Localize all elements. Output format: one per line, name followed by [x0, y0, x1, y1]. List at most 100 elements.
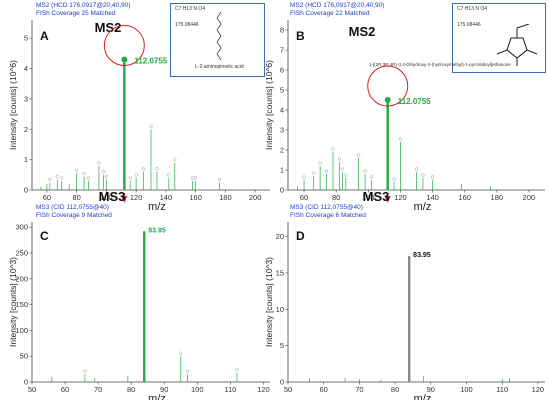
- panel-b-y-axis-label: Intensity [counts] (10^6): [264, 60, 274, 150]
- panel-b-fragment-icon: [392, 177, 396, 181]
- panel-a-fragment-icon: [173, 158, 177, 162]
- panel-a-x-tick-label: 140: [160, 193, 173, 202]
- panel-b-fragment-icon: [312, 171, 316, 175]
- panel-b-y-tick-label: 8: [280, 26, 284, 35]
- panel-d-x-axis-label: m/z: [414, 393, 432, 400]
- panel-d-x-tick-label: 70: [355, 385, 363, 394]
- panel-a-fragment-icon: [217, 177, 222, 182]
- panel-c-x-tick-label: 60: [61, 385, 69, 394]
- panel-b-fragment-icon: [344, 173, 348, 177]
- panel-b-x-tick-label: 160: [458, 193, 471, 202]
- panel-a-y-tick-label: 1: [24, 155, 28, 164]
- panel-c-y-tick-label: 50: [20, 352, 28, 361]
- panel-a-molecule-icon: [216, 11, 222, 61]
- panel-a-x-tick-label: 60: [43, 193, 51, 202]
- panel-b-y-tick-label: 3: [280, 126, 284, 135]
- panel-d-x-tick-label: 110: [496, 385, 508, 394]
- panel-b-arrow-head: [384, 196, 391, 203]
- panel-a-fragment-icon: [48, 177, 52, 182]
- panel-b-fragment-icon: [324, 169, 329, 173]
- panel-a-fragment-icon: [149, 124, 153, 128]
- panel-a-fragment-icon: [75, 168, 79, 172]
- panel-a-fragment-icon: [101, 170, 105, 174]
- panel-b-y-tick-label: 2: [280, 146, 284, 155]
- panel-c-y-tick-label: 150: [15, 300, 28, 309]
- panel-a-x-tick-label: 200: [249, 193, 262, 202]
- panel-b-fragment-icon: [341, 167, 345, 171]
- panel-d-x-tick-label: 60: [320, 385, 328, 394]
- panel-b-main-peak-marker: [384, 97, 391, 103]
- panel-c-header-1: MS3 (CID 112,0755@40): [36, 204, 109, 211]
- panel-c-header-2: FISh Coverage 9 Matched: [36, 212, 112, 219]
- panel-b-header-1: MS2 (HCD 176,0917@20,40,90): [290, 2, 385, 9]
- panel-a-fragment-icon: [134, 173, 138, 177]
- panel-a-y-axis-label: Intensity [counts] (10^6): [8, 60, 18, 150]
- panel-d-y-tick-label: 10: [276, 305, 284, 314]
- panel-b-y-tick-label: 6: [280, 66, 284, 75]
- panel-b-fragment-icon: [318, 161, 322, 165]
- panel-a-mass: 175.08446: [175, 22, 199, 28]
- panel-d-y-axis-label: Intensity [counts] (10^3): [264, 257, 274, 347]
- panel-a-structure-box: C7 H13 N O4 175.08446 L-2-aminopimelic a…: [170, 3, 265, 77]
- panel-b-fragment-icon: [369, 175, 374, 179]
- panel-a-y-tick-label: 2: [24, 125, 28, 134]
- panel-a-fragment-icon: [97, 161, 101, 165]
- panel-d-y-tick-label: 5: [280, 341, 284, 350]
- panel-a-header-1: MS2 (HCD 176,0917@20,40,90): [36, 2, 131, 9]
- panel-b-fragment-icon: [302, 175, 306, 179]
- panel-a-x-axis-label: m/z: [148, 201, 166, 213]
- panel-c-x-tick-label: 80: [127, 385, 135, 394]
- panel-a-y-tick-label: 5: [24, 34, 28, 43]
- panel-c-x-tick-label: 110: [224, 385, 236, 394]
- panel-c-y-tick-label: 250: [15, 248, 28, 257]
- panel-b-y-tick-label: 7: [280, 46, 284, 55]
- panel-c-x-tick-label: 50: [28, 385, 36, 394]
- panel-a-x-tick-label: 100: [100, 193, 113, 202]
- panel-b-y-tick-label: 0: [280, 186, 284, 195]
- panel-a-fragment-icon: [60, 176, 64, 180]
- panel-a-arrow-head: [121, 196, 128, 203]
- panel-a-y-tick-label: 3: [24, 94, 28, 103]
- panel-a-formula: C7 H13 N O4: [175, 6, 206, 12]
- panel-a-fragment-icon: [141, 167, 146, 171]
- panel-d-header-2: FISh Coverage 6 Matched: [290, 212, 366, 219]
- panel-c-y-tick-label: 0: [24, 378, 28, 387]
- panel-a-x-tick-label: 120: [130, 193, 143, 202]
- panel-b-x-tick-label: 140: [426, 193, 439, 202]
- panel-a-x-tick-label: 180: [219, 193, 232, 202]
- panel-b-compound: 1-[(2R,3R,4R)-3,4-Dihydroxy-2-(hydroxyme…: [369, 62, 511, 67]
- panel-b-fragment-icon: [363, 169, 367, 173]
- panel-a-x-tick-label: 160: [189, 193, 202, 202]
- panel-b-fragment-icon: [357, 153, 361, 157]
- panel-b-letter: B: [296, 29, 305, 43]
- panel-b-fragment-icon: [414, 167, 419, 171]
- panel-a-highlight-circle: [103, 24, 145, 66]
- panel-b-x-tick-label: 120: [394, 193, 407, 202]
- panel-c-ms-label: MS3: [99, 189, 126, 204]
- panel-d-y-tick-label: 20: [276, 232, 284, 241]
- panel-a-fragment-icon: [55, 174, 59, 178]
- panel-b-mass: 175.08446: [457, 22, 481, 28]
- panel-d-header-1: MS3 (CID 112,0755@40): [290, 204, 363, 211]
- panel-c-y-tick-label: 100: [15, 326, 28, 335]
- panel-d-x-tick-label: 80: [391, 385, 399, 394]
- panel-c-y-axis-label: Intensity [counts] (10^3): [8, 257, 18, 347]
- panel-c-fragment-icon: [83, 369, 87, 373]
- panel-d-main-peak-label: 83.95: [413, 252, 431, 259]
- panel-b-header-2: FISh Coverage 22 Matched: [290, 10, 370, 17]
- panel-b-x-tick-label: 60: [300, 193, 308, 202]
- panel-b-main-peak-label: 112.0755: [398, 97, 431, 106]
- panel-b-fragment-icon: [398, 137, 403, 141]
- panel-c-letter: C: [40, 229, 49, 243]
- panel-c-x-tick-label: 120: [257, 385, 270, 394]
- panel-b-y-tick-label: 4: [280, 106, 284, 115]
- panel-a-y-tick-label: 0: [24, 186, 28, 195]
- panel-d-y-tick-label: 15: [276, 268, 284, 277]
- panel-a-compound: L-2-aminopimelic acid: [195, 64, 244, 70]
- panel-c-fragment-icon: [179, 351, 183, 355]
- panel-a-x-tick-label: 80: [72, 193, 80, 202]
- panel-a-fragment-icon: [128, 176, 132, 180]
- panel-a-ms-label: MS2: [95, 20, 122, 35]
